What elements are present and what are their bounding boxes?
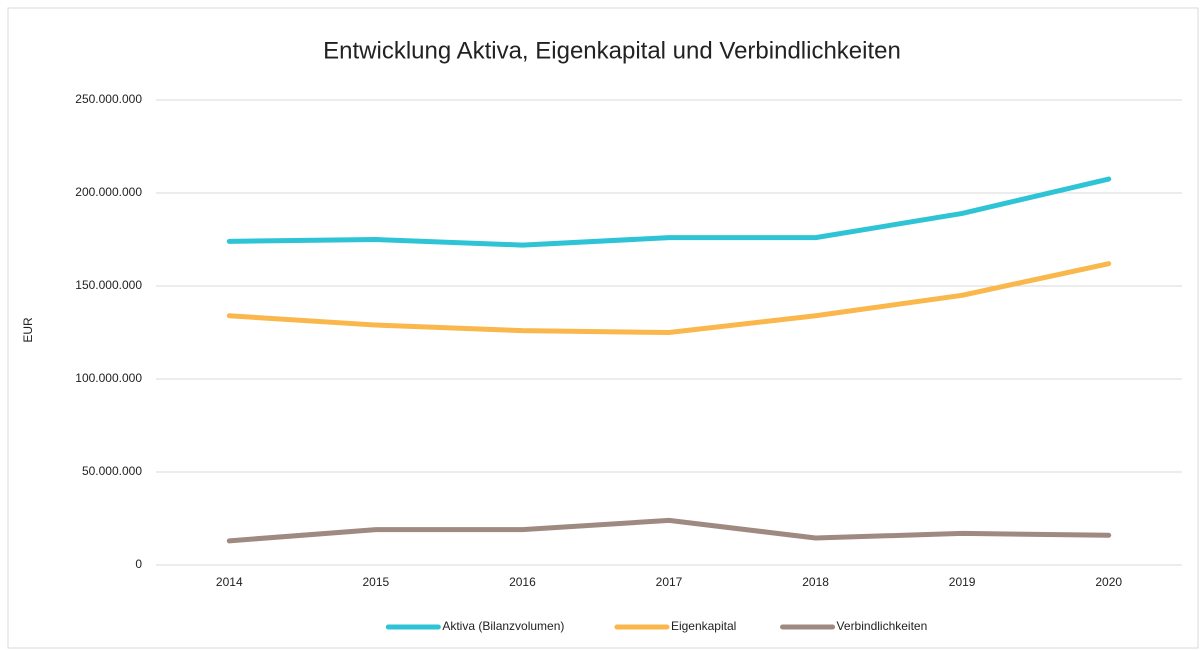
x-tick-label: 2014 <box>216 575 243 589</box>
y-tick-label: 150.000.000 <box>75 278 142 292</box>
y-axis-label: EUR <box>21 317 35 343</box>
x-tick-label: 2019 <box>949 575 976 589</box>
x-tick-label: 2017 <box>656 575 683 589</box>
legend-label: Eigenkapital <box>671 619 736 633</box>
legend-label: Aktiva (Bilanzvolumen) <box>442 619 564 633</box>
y-tick-label: 100.000.000 <box>75 371 142 385</box>
y-tick-label: 200.000.000 <box>75 185 142 199</box>
y-tick-label: 250.000.000 <box>75 92 142 106</box>
legend-label: Verbindlichkeiten <box>837 619 928 633</box>
x-tick-label: 2015 <box>363 575 390 589</box>
x-tick-label: 2020 <box>1095 575 1122 589</box>
chart-title: Entwicklung Aktiva, Eigenkapital und Ver… <box>323 37 901 64</box>
line-series <box>226 517 1112 544</box>
line-series <box>226 176 1112 248</box>
chart-border <box>7 7 1199 649</box>
line-series <box>226 261 1112 335</box>
y-tick-label: 0 <box>135 557 142 571</box>
y-tick-label: 50.000.000 <box>82 464 142 478</box>
x-tick-label: 2016 <box>509 575 536 589</box>
x-tick-label: 2018 <box>802 575 829 589</box>
